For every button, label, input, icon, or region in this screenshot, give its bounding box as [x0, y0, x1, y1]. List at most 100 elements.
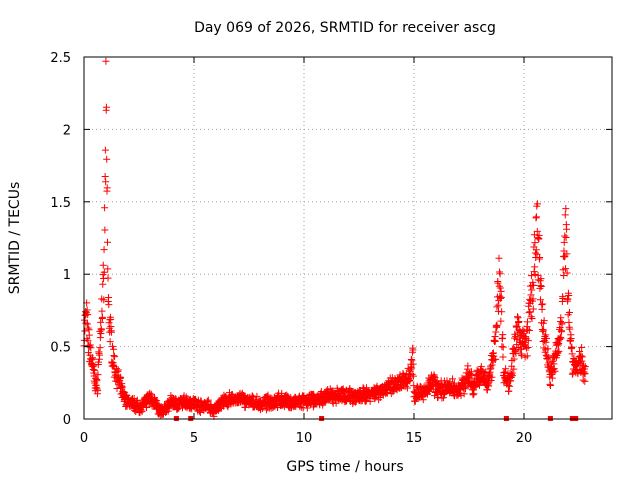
data-point [408, 364, 416, 372]
x-axis-label: GPS time / hours [286, 459, 403, 475]
data-point [504, 381, 512, 389]
data-point [110, 345, 118, 353]
data-point [138, 408, 146, 416]
data-point [109, 361, 117, 369]
data-point [529, 278, 537, 286]
y-tick-label: 2 [63, 123, 71, 138]
data-point [100, 296, 108, 304]
data-point [538, 325, 546, 333]
data-point [106, 338, 114, 346]
data-point [578, 353, 586, 361]
data-point [492, 355, 500, 363]
data-point [562, 265, 570, 273]
grid-lines [84, 57, 612, 419]
data-point [565, 291, 573, 299]
chart-title: Day 069 of 2026, SRMTID for receiver asc… [194, 20, 496, 36]
data-point [510, 365, 518, 373]
data-point [539, 300, 547, 308]
data-point [534, 200, 542, 208]
data-point [513, 313, 521, 321]
data-point [383, 388, 391, 396]
data-point [493, 322, 501, 330]
data-point [84, 324, 92, 332]
data-point [537, 282, 545, 290]
data-point [98, 313, 106, 321]
data-point [84, 337, 92, 345]
data-point [514, 314, 522, 322]
data-point [566, 325, 574, 333]
data-point [352, 398, 360, 406]
data-point [488, 373, 496, 381]
data-point [499, 353, 507, 361]
data-point [497, 294, 505, 302]
data-point [143, 404, 151, 412]
data-point [116, 373, 124, 381]
data-point [494, 279, 502, 287]
data-point [533, 227, 541, 235]
data-point [578, 357, 586, 365]
data-point [522, 344, 530, 352]
x-tick-label: 0 [80, 431, 88, 446]
data-point [527, 291, 535, 299]
data-point [558, 327, 566, 335]
data-point [487, 364, 495, 372]
data-point [90, 362, 98, 370]
data-point [510, 355, 518, 363]
data-point [546, 380, 554, 388]
data-point [555, 347, 563, 355]
data-point [332, 399, 340, 407]
data-point [524, 344, 532, 352]
data-point [497, 317, 505, 325]
data-point [102, 57, 110, 65]
data-point [83, 306, 91, 314]
data-point [117, 374, 125, 382]
data-point [526, 308, 534, 316]
data-point [490, 336, 498, 344]
data-point [529, 295, 537, 303]
data-point [557, 334, 565, 342]
data-point [531, 263, 539, 271]
data-point [524, 326, 532, 334]
data-point [524, 337, 532, 345]
y-tick-label: 1.5 [50, 196, 71, 211]
data-point [498, 343, 506, 351]
data-point [496, 284, 504, 292]
data-point [507, 370, 515, 378]
x-tick-label: 10 [296, 431, 313, 446]
data-point [581, 370, 589, 378]
data-point [568, 350, 576, 358]
data-point [556, 333, 564, 341]
data-points [80, 57, 589, 420]
data-point [561, 232, 569, 240]
data-point [95, 358, 103, 366]
data-point [579, 376, 587, 384]
data-point [539, 338, 547, 346]
data-point [527, 272, 535, 280]
data-point [502, 365, 510, 373]
data-point [100, 246, 108, 254]
data-point [546, 381, 554, 389]
data-point [564, 295, 572, 303]
data-point [99, 261, 107, 269]
data-point [85, 331, 93, 339]
data-point [542, 338, 550, 346]
data-point [430, 372, 438, 380]
data-point [531, 271, 539, 279]
data-point [562, 205, 570, 213]
data-point [102, 178, 110, 186]
data-point [512, 349, 520, 357]
data-point [505, 387, 513, 395]
data-point [483, 386, 491, 394]
data-point [540, 326, 548, 334]
data-point [84, 311, 92, 319]
data-point [494, 301, 502, 309]
data-point [449, 375, 457, 383]
y-axis-label: SRMTID / TECUs [7, 182, 23, 295]
data-point [94, 387, 102, 395]
y-tick-label: 0.5 [50, 341, 71, 356]
data-point [568, 343, 576, 351]
data-point [580, 362, 588, 370]
data-point [543, 355, 551, 363]
data-point [461, 385, 469, 393]
